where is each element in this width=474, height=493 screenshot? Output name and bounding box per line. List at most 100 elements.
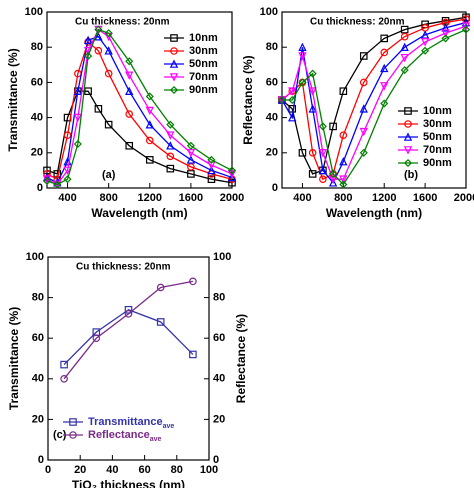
marker: [420, 38, 430, 47]
marker: [380, 63, 389, 73]
y2-tick-label: 20: [213, 413, 225, 425]
y-tick-label: 60: [266, 76, 278, 88]
marker: [84, 51, 93, 61]
series-line: [46, 40, 233, 181]
marker: [187, 170, 195, 178]
marker: [380, 99, 389, 108]
series-line: [282, 29, 467, 186]
marker: [319, 175, 327, 184]
marker: [169, 59, 179, 68]
y-tick-label: 100: [260, 6, 278, 18]
legend-name: 10nm: [189, 32, 218, 44]
marker: [441, 34, 450, 43]
y-tick-label: 20: [31, 147, 43, 159]
marker: [84, 87, 92, 96]
marker: [298, 149, 307, 157]
y-tick-label: 0: [272, 182, 278, 194]
legend-name: 50nm: [189, 58, 218, 70]
marker: [125, 86, 134, 96]
marker: [187, 163, 195, 171]
legend-label: 70nm: [189, 71, 218, 83]
series-line: [63, 280, 194, 380]
marker: [318, 122, 327, 131]
marker: [339, 175, 348, 184]
y-tick-label: 0: [38, 454, 44, 466]
series-line: [63, 309, 194, 366]
legend-label: 10nm: [189, 32, 218, 44]
legend-label: Reflectanceave: [88, 429, 162, 443]
marker: [145, 106, 154, 116]
marker: [63, 166, 72, 175]
y-tick-label: 80: [266, 41, 278, 53]
legend-label: Transmittanceave: [88, 416, 174, 430]
marker: [166, 164, 175, 173]
marker: [73, 86, 83, 96]
marker: [73, 139, 82, 149]
y2-axis-label: Reflectance (%): [234, 314, 248, 403]
marker: [125, 71, 134, 80]
marker: [339, 131, 348, 140]
marker: [94, 25, 103, 34]
y-tick-label: 100: [26, 251, 44, 263]
marker: [359, 52, 368, 60]
marker: [207, 165, 216, 175]
marker: [298, 52, 307, 61]
marker: [125, 141, 134, 150]
marker: [403, 158, 413, 168]
series-line: [46, 28, 233, 186]
x-tick-label: 0: [45, 464, 51, 476]
marker: [403, 146, 413, 155]
marker: [170, 34, 178, 42]
marker: [462, 15, 470, 23]
marker: [318, 165, 328, 175]
legend-label: 30nm: [423, 118, 452, 130]
y2-tick-label: 0: [213, 454, 219, 466]
y-tick-label: 0: [37, 182, 43, 194]
marker: [60, 374, 68, 383]
marker: [339, 87, 348, 96]
x-tick-label: 40: [106, 464, 118, 476]
marker: [380, 34, 389, 43]
marker: [441, 23, 450, 32]
x-tick-label: 2000: [454, 192, 474, 204]
y-tick-label: 20: [266, 147, 278, 159]
legend-label: 90nm: [189, 84, 218, 96]
series-line: [281, 21, 467, 184]
panel-label: (b): [404, 169, 418, 181]
marker: [73, 113, 83, 123]
marker: [227, 172, 237, 182]
marker: [298, 42, 307, 52]
marker: [288, 95, 297, 105]
x-tick-label: 100: [200, 464, 218, 476]
marker: [288, 113, 297, 122]
marker: [461, 25, 471, 34]
legend-name: 50nm: [423, 131, 452, 143]
y-axis-label: Transmittance (%): [7, 307, 21, 410]
marker: [461, 22, 471, 31]
marker: [104, 29, 113, 38]
x-tick-label: 20: [74, 464, 86, 476]
marker: [169, 85, 179, 95]
plot-frame: [46, 11, 233, 189]
marker: [104, 120, 113, 129]
marker: [298, 78, 307, 87]
marker: [145, 92, 154, 101]
marker: [60, 360, 68, 369]
y2-tick-label: 60: [213, 332, 225, 344]
y-tick-label: 40: [266, 112, 278, 124]
legend-label: 10nm: [423, 105, 452, 117]
marker: [227, 170, 237, 179]
marker: [359, 127, 368, 137]
marker: [166, 131, 175, 140]
legend-label: 50nm: [189, 58, 218, 70]
marker: [318, 149, 328, 158]
marker: [308, 149, 317, 157]
marker: [42, 172, 52, 182]
marker: [145, 156, 154, 164]
y-tick-label: 80: [31, 41, 43, 53]
marker: [94, 32, 103, 41]
marker: [84, 38, 92, 46]
marker: [404, 120, 412, 128]
x-tick-label: 80: [171, 464, 183, 476]
y2-tick-label: 100: [213, 251, 231, 263]
